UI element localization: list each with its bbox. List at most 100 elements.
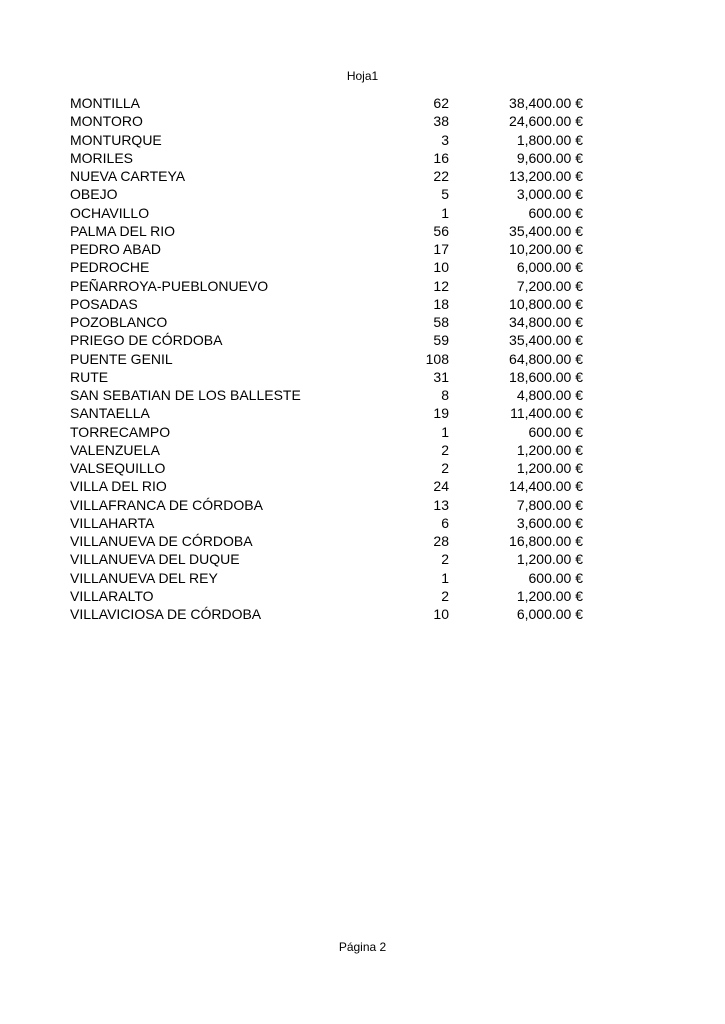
- row-name: VILLAHARTA: [70, 514, 155, 531]
- row-count: 56: [433, 222, 449, 239]
- row-amount: 14,400.00 €: [509, 478, 583, 495]
- table-row: PEDROCHE 10 6,000.00 €: [70, 258, 590, 276]
- table-row: SANTAELLA 19 11,400.00 €: [70, 404, 590, 422]
- row-count: 62: [433, 95, 449, 111]
- table-row: VILLAHARTA 6 3,600.00 €: [70, 514, 590, 532]
- page-number: Página 2: [338, 940, 387, 954]
- table-row: POSADAS 18 10,800.00 €: [70, 295, 590, 313]
- row-count: 2: [441, 587, 449, 604]
- table-row: MONTILLA 62 38,400.00 €: [70, 94, 590, 112]
- row-count: 31: [433, 368, 449, 385]
- row-count: 1: [441, 569, 449, 586]
- row-count: 19: [433, 405, 449, 422]
- row-count: 16: [433, 149, 449, 166]
- row-count: 108: [425, 350, 449, 367]
- row-name: VALSEQUILLO: [70, 460, 166, 476]
- row-name: VALENZUELA: [70, 441, 160, 458]
- row-name: PEÑARROYA-PUEBLONUEVO: [70, 277, 269, 294]
- row-count: 13: [433, 496, 449, 513]
- row-amount: 1,200.00 €: [516, 460, 583, 476]
- row-amount: 24,600.00 €: [509, 113, 583, 130]
- table-row: OCHAVILLO 1 600.00 €: [70, 204, 590, 222]
- row-count: 2: [441, 441, 449, 458]
- row-name: PUENTE GENIL: [70, 350, 173, 367]
- row-name: VILLANUEVA DEL REY: [70, 569, 218, 586]
- row-amount: 1,200.00 €: [516, 551, 583, 568]
- row-name: OBEJO: [70, 186, 118, 203]
- table-row: SAN SEBATIAN DE LOS BALLESTE 8 4,800.00 €: [70, 386, 590, 404]
- table-row: VILLAFRANCA DE CÓRDOBA 13 7,800.00 €: [70, 496, 590, 514]
- row-amount: 10,800.00 €: [509, 295, 583, 312]
- row-count: 38: [433, 113, 449, 130]
- row-count: 24: [433, 478, 449, 495]
- table-row: VALENZUELA 2 1,200.00 €: [70, 441, 590, 459]
- table-row: VILLANUEVA DEL REY 1 600.00 €: [70, 569, 590, 587]
- row-amount: 35,400.00 €: [509, 332, 583, 349]
- row-amount: 11,400.00 €: [510, 405, 583, 422]
- row-amount: 600.00 €: [528, 204, 584, 221]
- row-amount: 600.00 €: [528, 423, 584, 440]
- table-row: VILLANUEVA DE CÓRDOBA 28 16,800.00 €: [70, 532, 590, 550]
- row-count: 10: [433, 259, 449, 276]
- sheet-header: Hoja1: [346, 69, 379, 83]
- table-row: PEDRO ABAD 17 10,200.00 €: [70, 240, 590, 258]
- row-name: PEDROCHE: [70, 259, 150, 276]
- row-amount: 34,800.00 €: [509, 314, 583, 330]
- table-row: PRIEGO DE CÓRDOBA 59 35,400.00 €: [70, 331, 590, 349]
- row-name: SAN SEBATIAN DE LOS BALLESTE: [70, 387, 301, 403]
- row-name: VILLAVICIOSA DE CÓRDOBA: [70, 606, 262, 622]
- row-amount: 38,400.00 €: [509, 95, 583, 111]
- row-amount: 7,200.00 €: [516, 277, 583, 294]
- table-row: PUENTE GENIL 108 64,800.00 €: [70, 350, 590, 368]
- row-name: SANTAELLA: [70, 405, 150, 422]
- row-count: 2: [441, 460, 449, 476]
- row-amount: 10,200.00 €: [509, 241, 583, 257]
- table-row: TORRECAMPO 1 600.00 €: [70, 423, 590, 441]
- row-name: POZOBLANCO: [70, 314, 168, 330]
- row-count: 2: [441, 551, 449, 568]
- row-amount: 35,400.00 €: [509, 222, 583, 239]
- table-row: PEÑARROYA-PUEBLONUEVO 12 7,200.00 €: [70, 277, 590, 295]
- row-count: 10: [433, 606, 449, 622]
- table-row: VALSEQUILLO 2 1,200.00 €: [70, 459, 590, 477]
- table-row: OBEJO 5 3,000.00 €: [70, 185, 590, 203]
- row-amount: 3,600.00 €: [516, 514, 583, 531]
- table-row: VILLA DEL RIO 24 14,400.00 €: [70, 477, 590, 495]
- row-amount: 1,200.00 €: [516, 587, 583, 604]
- row-amount: 64,800.00 €: [509, 350, 583, 367]
- table-row: MONTORO 38 24,600.00 €: [70, 112, 590, 130]
- table-row: VILLARALTO 2 1,200.00 €: [70, 587, 590, 605]
- row-name: POSADAS: [70, 295, 138, 312]
- row-amount: 6,000.00 €: [516, 606, 583, 622]
- row-count: 1: [441, 423, 449, 440]
- table-row: MONTURQUE 3 1,800.00 €: [70, 131, 590, 149]
- row-name: PALMA DEL RIO: [70, 222, 176, 239]
- row-count: 18: [433, 295, 449, 312]
- row-amount: 9,600.00 €: [516, 149, 583, 166]
- table-row: VILLANUEVA DEL DUQUE 2 1,200.00 €: [70, 550, 590, 568]
- row-amount: 13,200.00 €: [509, 168, 583, 184]
- row-count: 28: [433, 533, 449, 549]
- table-row: POZOBLANCO 58 34,800.00 €: [70, 313, 590, 331]
- table-row: MORILES 16 9,600.00 €: [70, 149, 590, 167]
- row-name: VILLA DEL RIO: [70, 478, 167, 495]
- row-count: 8: [441, 387, 449, 403]
- row-count: 3: [441, 131, 449, 148]
- row-count: 58: [433, 314, 449, 330]
- table-row: VILLAVICIOSA DE CÓRDOBA 10 6,000.00 €: [70, 605, 590, 623]
- row-amount: 18,600.00 €: [509, 368, 583, 385]
- row-amount: 6,000.00 €: [516, 259, 583, 276]
- row-amount: 4,800.00 €: [516, 387, 583, 403]
- row-count: 1: [441, 204, 449, 221]
- row-name: PEDRO ABAD: [70, 241, 162, 257]
- row-count: 5: [441, 186, 449, 203]
- table-row: RUTE 31 18,600.00 €: [70, 368, 590, 386]
- row-amount: 1,200.00 €: [516, 441, 583, 458]
- row-name: MORILES: [70, 149, 134, 166]
- row-amount: 3,000.00 €: [516, 186, 583, 203]
- row-name: MONTORO: [70, 113, 143, 130]
- row-count: 22: [433, 168, 449, 184]
- row-count: 12: [433, 277, 449, 294]
- row-name: MONTILLA: [70, 95, 141, 111]
- row-amount: 16,800.00 €: [509, 533, 583, 549]
